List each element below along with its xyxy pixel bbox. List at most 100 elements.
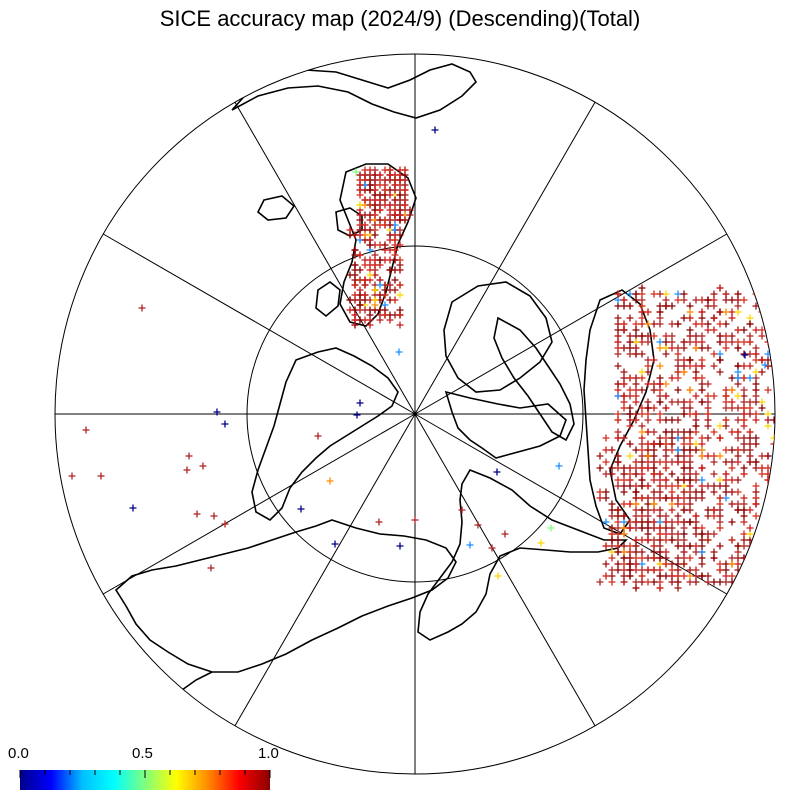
accuracy-marker xyxy=(674,572,682,580)
accuracy-marker xyxy=(692,410,700,418)
accuracy-marker xyxy=(614,314,622,322)
accuracy-marker xyxy=(746,362,754,370)
accuracy-marker xyxy=(746,338,754,346)
accuracy-marker xyxy=(614,506,622,514)
accuracy-marker xyxy=(698,524,706,532)
accuracy-marker xyxy=(734,500,742,508)
accuracy-marker xyxy=(620,470,628,478)
accuracy-marker xyxy=(371,286,379,294)
accuracy-marker xyxy=(746,434,754,442)
accuracy-marker xyxy=(740,464,748,472)
accuracy-marker xyxy=(626,386,634,394)
accuracy-marker xyxy=(686,542,694,550)
accuracy-marker xyxy=(740,416,748,424)
accuracy-marker xyxy=(698,536,706,544)
accuracy-marker xyxy=(674,554,682,562)
accuracy-marker xyxy=(396,281,404,289)
accuracy-marker xyxy=(722,422,730,430)
accuracy-marker xyxy=(698,488,706,496)
accuracy-marker xyxy=(656,386,664,394)
accuracy-marker xyxy=(632,374,640,382)
accuracy-marker xyxy=(632,290,640,298)
accuracy-marker xyxy=(361,316,369,324)
accuracy-marker xyxy=(620,404,628,412)
accuracy-marker xyxy=(686,506,694,514)
accuracy-marker xyxy=(632,536,640,544)
accuracy-marker xyxy=(626,338,634,346)
accuracy-marker xyxy=(662,494,670,502)
accuracy-marker xyxy=(620,482,628,490)
accuracy-marker xyxy=(632,488,640,496)
accuracy-marker xyxy=(758,548,766,556)
accuracy-marker xyxy=(614,548,622,556)
accuracy-marker xyxy=(644,506,652,514)
accuracy-marker xyxy=(644,464,652,472)
meridian-line xyxy=(102,233,416,415)
iceland-coast xyxy=(256,195,296,221)
accuracy-marker xyxy=(381,311,389,319)
accuracy-marker xyxy=(638,578,646,586)
accuracy-marker xyxy=(656,572,664,580)
accuracy-marker xyxy=(710,512,718,520)
accuracy-marker xyxy=(686,566,694,574)
accuracy-marker xyxy=(728,332,736,340)
accuracy-marker xyxy=(680,428,688,436)
accuracy-marker xyxy=(674,386,682,394)
accuracy-marker xyxy=(650,578,658,586)
accuracy-marker xyxy=(680,506,688,514)
accuracy-marker xyxy=(207,564,215,572)
accuracy-marker xyxy=(752,488,760,496)
accuracy-marker xyxy=(686,578,694,586)
accuracy-marker xyxy=(770,452,775,460)
accuracy-marker xyxy=(620,524,628,532)
accuracy-marker xyxy=(722,458,730,466)
accuracy-marker xyxy=(650,506,658,514)
accuracy-marker xyxy=(650,404,658,412)
accuracy-marker xyxy=(692,320,700,328)
accuracy-marker xyxy=(734,446,742,454)
accuracy-marker xyxy=(626,374,634,382)
accuracy-marker xyxy=(632,332,640,340)
accuracy-marker xyxy=(758,464,766,472)
accuracy-marker xyxy=(746,320,754,328)
accuracy-marker xyxy=(728,428,736,436)
accuracy-marker xyxy=(734,476,742,484)
accuracy-marker xyxy=(386,231,394,239)
scandinavia-coast xyxy=(339,163,417,327)
accuracy-marker xyxy=(644,410,652,418)
accuracy-marker xyxy=(620,512,628,520)
accuracy-marker xyxy=(97,472,105,480)
accuracy-marker xyxy=(764,314,772,322)
accuracy-marker xyxy=(728,560,736,568)
accuracy-marker xyxy=(692,488,700,496)
accuracy-marker xyxy=(632,584,640,592)
accuracy-marker xyxy=(704,380,712,388)
accuracy-marker xyxy=(662,530,670,538)
accuracy-marker xyxy=(674,320,682,328)
accuracy-marker xyxy=(620,548,628,556)
accuracy-marker xyxy=(632,398,640,406)
accuracy-marker xyxy=(656,542,664,550)
accuracy-marker xyxy=(746,452,754,460)
baffin-island-coast xyxy=(493,316,575,442)
accuracy-marker xyxy=(632,350,640,358)
accuracy-marker xyxy=(614,428,622,436)
accuracy-marker xyxy=(764,362,772,370)
accuracy-marker xyxy=(734,344,742,352)
accuracy-marker xyxy=(608,500,616,508)
accuracy-marker xyxy=(662,446,670,454)
accuracy-marker xyxy=(656,458,664,466)
accuracy-marker xyxy=(674,494,682,502)
accuracy-marker xyxy=(686,572,694,580)
accuracy-marker xyxy=(740,494,748,502)
accuracy-marker xyxy=(758,542,766,550)
accuracy-marker xyxy=(366,256,374,264)
accuracy-marker xyxy=(620,560,628,568)
accuracy-marker xyxy=(752,344,760,352)
accuracy-marker xyxy=(326,477,334,485)
accuracy-marker xyxy=(662,302,670,310)
accuracy-marker xyxy=(686,554,694,562)
accuracy-marker xyxy=(734,548,742,556)
accuracy-marker xyxy=(746,350,754,358)
accuracy-marker xyxy=(692,518,700,526)
